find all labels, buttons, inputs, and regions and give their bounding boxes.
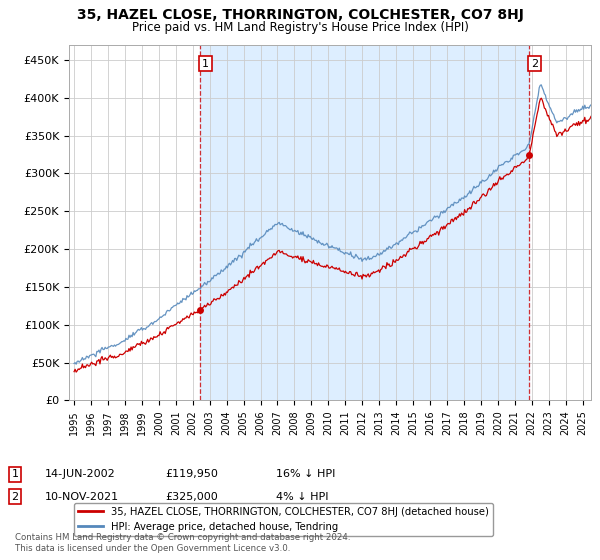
- Text: £325,000: £325,000: [165, 492, 218, 502]
- Text: 1: 1: [11, 469, 19, 479]
- Text: Price paid vs. HM Land Registry's House Price Index (HPI): Price paid vs. HM Land Registry's House …: [131, 21, 469, 34]
- Text: 1: 1: [202, 59, 209, 69]
- Text: 14-JUN-2002: 14-JUN-2002: [45, 469, 116, 479]
- Text: Contains HM Land Registry data © Crown copyright and database right 2024.
This d: Contains HM Land Registry data © Crown c…: [15, 533, 350, 553]
- Text: 2: 2: [531, 59, 538, 69]
- Text: 4% ↓ HPI: 4% ↓ HPI: [276, 492, 329, 502]
- Text: 2: 2: [11, 492, 19, 502]
- Legend: 35, HAZEL CLOSE, THORRINGTON, COLCHESTER, CO7 8HJ (detached house), HPI: Average: 35, HAZEL CLOSE, THORRINGTON, COLCHESTER…: [74, 503, 493, 536]
- Bar: [200, 45, 529, 400]
- Text: 10-NOV-2021: 10-NOV-2021: [45, 492, 119, 502]
- Text: 35, HAZEL CLOSE, THORRINGTON, COLCHESTER, CO7 8HJ: 35, HAZEL CLOSE, THORRINGTON, COLCHESTER…: [77, 8, 523, 22]
- Text: 16% ↓ HPI: 16% ↓ HPI: [276, 469, 335, 479]
- Text: £119,950: £119,950: [165, 469, 218, 479]
